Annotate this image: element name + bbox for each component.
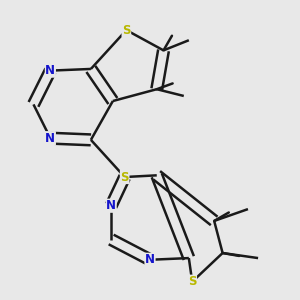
Text: S: S [120,170,129,184]
Text: N: N [145,253,155,266]
Text: N: N [45,64,56,77]
Text: S: S [188,275,196,288]
Text: N: N [45,132,56,145]
Text: S: S [122,24,130,37]
Text: N: N [106,199,116,212]
